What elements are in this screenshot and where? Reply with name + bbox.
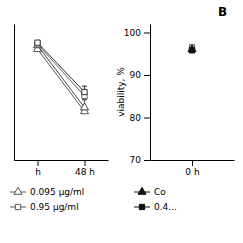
- legend-symbol: [138, 187, 146, 194]
- marker: [80, 103, 88, 110]
- x-tick-mark: [85, 160, 86, 166]
- error-bar-cap: [82, 99, 87, 100]
- line: [38, 43, 85, 92]
- legend-item: Co: [134, 187, 166, 197]
- marker: [35, 40, 40, 45]
- line: [38, 49, 85, 111]
- legend-symbol: [15, 204, 20, 209]
- series: [35, 42, 87, 99]
- y-tick-label: 90: [130, 70, 142, 80]
- panel: h 48 h 0.095 µg/ml 0.95 µg/ml: [10, 25, 109, 213]
- marks: [33, 40, 88, 114]
- legend-symbol: [14, 187, 22, 194]
- y-tick-mark: [144, 118, 150, 119]
- x-tick: 48 h: [75, 160, 95, 177]
- y-tick: 90: [130, 70, 150, 80]
- marks: [188, 45, 196, 53]
- x-axis: h 48 h: [15, 160, 109, 177]
- legend-label: 0.4...: [154, 202, 177, 212]
- x-axis: 0 h: [151, 160, 235, 177]
- series: [33, 45, 88, 114]
- y-axis-line: [14, 25, 15, 161]
- line: [38, 45, 85, 107]
- x-tick-label: 0 h: [185, 167, 199, 177]
- marker: [33, 41, 41, 48]
- legend: Co 0.4...: [134, 187, 177, 212]
- y-axis-title: viability, %: [116, 67, 126, 117]
- legend-label: 0.95 µg/ml: [30, 202, 79, 212]
- x-tick: 0 h: [185, 160, 199, 177]
- y-axis: [14, 25, 15, 161]
- panel: 0 h 70 80 90 100 viability, % B Co 0.4...: [116, 5, 235, 212]
- legend-label: 0.095 µg/ml: [30, 187, 84, 197]
- marker: [82, 89, 87, 94]
- series: [33, 41, 88, 110]
- error-bar: [82, 86, 87, 96]
- x-tick-mark: [38, 160, 39, 166]
- error-bar-cap: [82, 86, 87, 87]
- legend-label: Co: [154, 187, 166, 197]
- y-tick-label: 80: [130, 113, 142, 123]
- y-tick-label: 70: [130, 155, 142, 165]
- error-bar-cap: [82, 99, 87, 100]
- chart: h 48 h 0.095 µg/ml 0.95 µg/ml 0 h 70 80 90 100 vi…: [0, 0, 243, 243]
- y-tick: 100: [124, 28, 150, 38]
- x-axis-line: [15, 160, 109, 161]
- legend-symbol: [139, 204, 144, 209]
- legend-item: 0.95 µg/ml: [10, 202, 79, 212]
- y-tick: 70: [130, 155, 150, 165]
- y-axis: 70 80 90 100: [124, 25, 151, 166]
- x-tick: h: [35, 160, 41, 177]
- legend-item: 0.4...: [134, 202, 177, 212]
- series: [189, 48, 194, 53]
- y-tick-mark: [144, 33, 150, 34]
- y-axis-line: [150, 25, 151, 161]
- panel-label: B: [218, 5, 227, 19]
- legend: 0.095 µg/ml 0.95 µg/ml: [10, 187, 84, 212]
- y-tick-mark: [144, 160, 150, 161]
- y-tick-mark: [144, 75, 150, 76]
- x-tick-label: h: [35, 167, 41, 177]
- y-tick: 80: [130, 113, 150, 123]
- x-tick-mark: [192, 160, 193, 166]
- x-tick-label: 48 h: [75, 167, 95, 177]
- marker: [189, 48, 194, 53]
- y-tick-label: 100: [124, 28, 141, 38]
- line: [38, 44, 85, 96]
- legend-item: 0.095 µg/ml: [10, 187, 84, 197]
- series: [35, 40, 87, 95]
- error-bar-cap: [82, 86, 87, 87]
